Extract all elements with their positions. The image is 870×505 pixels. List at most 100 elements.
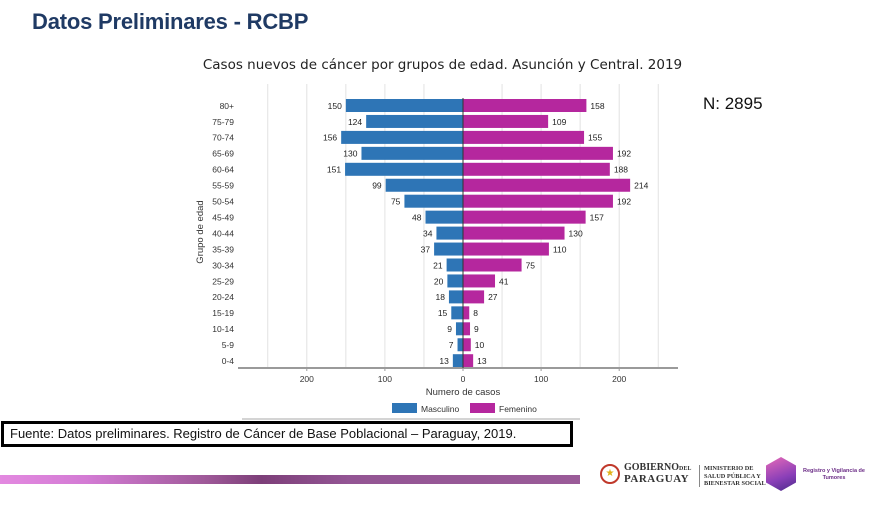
value-label-femenino: 155 bbox=[588, 133, 602, 143]
bar-masculino bbox=[404, 194, 463, 208]
value-label-femenino: 214 bbox=[634, 181, 648, 191]
value-label-masculino: 21 bbox=[433, 260, 443, 270]
x-tick-label: 200 bbox=[300, 374, 314, 384]
value-label-femenino: 10 bbox=[475, 340, 485, 350]
bars bbox=[341, 99, 631, 368]
value-label-masculino: 150 bbox=[328, 101, 342, 111]
value-label-femenino: 8 bbox=[473, 308, 478, 318]
logo-divider bbox=[699, 465, 700, 487]
bar-femenino bbox=[463, 114, 549, 128]
value-label-femenino: 110 bbox=[553, 244, 567, 254]
value-label-masculino: 34 bbox=[423, 228, 433, 238]
ministry-line: MINISTERIO DE bbox=[704, 465, 754, 472]
value-label-femenino: 157 bbox=[590, 212, 604, 222]
category-label: 65-69 bbox=[212, 149, 234, 159]
value-label-masculino: 18 bbox=[435, 292, 445, 302]
bar-femenino bbox=[463, 274, 496, 288]
category-label: 15-19 bbox=[212, 308, 234, 318]
bar-femenino bbox=[463, 178, 631, 192]
chart-title: Casos nuevos de cáncer por grupos de eda… bbox=[202, 57, 683, 73]
category-label: 75-79 bbox=[212, 117, 234, 127]
category-label: 80+ bbox=[220, 101, 234, 111]
x-axis-title: Numero de casos bbox=[426, 387, 501, 398]
value-label-masculino: 48 bbox=[412, 212, 422, 222]
value-label-femenino: 109 bbox=[552, 117, 566, 127]
bar-masculino bbox=[452, 354, 463, 368]
legend-label-femenino: Femenino bbox=[499, 404, 537, 414]
x-tick-label: 200 bbox=[612, 374, 626, 384]
category-label: 10-14 bbox=[212, 324, 234, 334]
bar-masculino bbox=[447, 274, 463, 288]
category-label: 25-29 bbox=[212, 276, 234, 286]
value-label-femenino: 192 bbox=[617, 149, 631, 159]
bar-femenino bbox=[463, 162, 610, 176]
value-label-masculino: 13 bbox=[439, 356, 449, 366]
value-label-femenino: 75 bbox=[526, 260, 536, 270]
value-label-femenino: 158 bbox=[590, 101, 604, 111]
star-seal-icon: ★ bbox=[600, 463, 620, 484]
category-label: 30-34 bbox=[212, 260, 234, 270]
value-label-masculino: 124 bbox=[348, 117, 362, 127]
ministry-line: BIENESTAR SOCIAL bbox=[704, 480, 766, 487]
bar-masculino bbox=[446, 258, 463, 272]
legend: Masculino Femenino bbox=[242, 403, 580, 420]
category-label: 0-4 bbox=[222, 356, 235, 366]
ministry-line: SALUD PÚBLICA Y bbox=[704, 472, 761, 480]
x-tick-label: 100 bbox=[378, 374, 392, 384]
bar-masculino bbox=[385, 178, 463, 192]
bar-femenino bbox=[463, 226, 565, 240]
gov-line2: PARAGUAY bbox=[624, 473, 690, 485]
gov-line1: GOBIERNO bbox=[624, 462, 680, 473]
bar-masculino bbox=[425, 210, 463, 224]
legend-label-masculino: Masculino bbox=[421, 404, 460, 414]
bar-masculino bbox=[345, 162, 463, 176]
category-labels: 80+ 75-79 70-74 65-69 60-64 55-59 50-54 45-49 40… bbox=[212, 101, 234, 366]
sample-size-label: N: 2895 bbox=[703, 94, 763, 113]
footer-logos: ★ GOBIERNODEL PARAGUAY MINISTERIO DE SAL… bbox=[600, 455, 870, 495]
registry-logo-text: Registro y Vigilancia de Tumores bbox=[803, 468, 865, 481]
value-label-femenino: 27 bbox=[488, 292, 498, 302]
category-label: 5-9 bbox=[222, 340, 235, 350]
category-label: 55-59 bbox=[212, 181, 234, 191]
value-label-masculino: 37 bbox=[421, 244, 431, 254]
bar-masculino bbox=[361, 146, 463, 160]
bar-femenino bbox=[463, 258, 522, 272]
bar-masculino bbox=[451, 306, 463, 320]
value-label-masculino: 20 bbox=[434, 276, 444, 286]
value-label-femenino: 9 bbox=[474, 324, 479, 334]
value-label-masculino: 156 bbox=[323, 133, 337, 143]
value-label-femenino: 41 bbox=[499, 276, 509, 286]
bar-masculino bbox=[341, 130, 463, 144]
category-label: 60-64 bbox=[212, 165, 234, 175]
bar-masculino bbox=[345, 99, 463, 112]
x-tick-label: 100 bbox=[534, 374, 548, 384]
bar-femenino bbox=[463, 146, 613, 160]
bar-femenino bbox=[463, 130, 585, 144]
bar-femenino bbox=[463, 322, 471, 336]
bar-masculino bbox=[455, 322, 463, 336]
value-label-masculino: 151 bbox=[327, 165, 341, 175]
bar-masculino bbox=[434, 242, 463, 256]
value-label-femenino: 188 bbox=[614, 165, 628, 175]
bar-femenino bbox=[463, 354, 474, 368]
value-label-masculino: 15 bbox=[438, 308, 448, 318]
bar-masculino bbox=[448, 290, 463, 304]
category-label: 35-39 bbox=[212, 244, 234, 254]
ministry-logo-text: MINISTERIO DE SALUD PÚBLICA Y BIENESTAR … bbox=[704, 465, 766, 488]
value-label-femenino: 13 bbox=[477, 356, 487, 366]
x-tick-labels: 200 100 0 100 200 bbox=[300, 368, 627, 384]
bar-femenino bbox=[463, 242, 549, 256]
registry-logo-icon bbox=[766, 457, 796, 491]
value-label-femenino: 130 bbox=[569, 228, 583, 238]
value-label-masculino: 130 bbox=[343, 149, 357, 159]
value-label-masculino: 99 bbox=[372, 181, 382, 191]
gov-line1-small: DEL bbox=[679, 466, 692, 472]
bar-masculino bbox=[366, 114, 463, 128]
x-tick-label: 0 bbox=[461, 374, 466, 384]
legend-swatch-femenino bbox=[470, 403, 495, 413]
bar-femenino bbox=[463, 194, 613, 208]
value-label-masculino: 75 bbox=[391, 197, 401, 207]
bar-femenino bbox=[463, 99, 587, 112]
gobierno-paraguay-logo: ★ GOBIERNODEL PARAGUAY bbox=[600, 462, 692, 485]
